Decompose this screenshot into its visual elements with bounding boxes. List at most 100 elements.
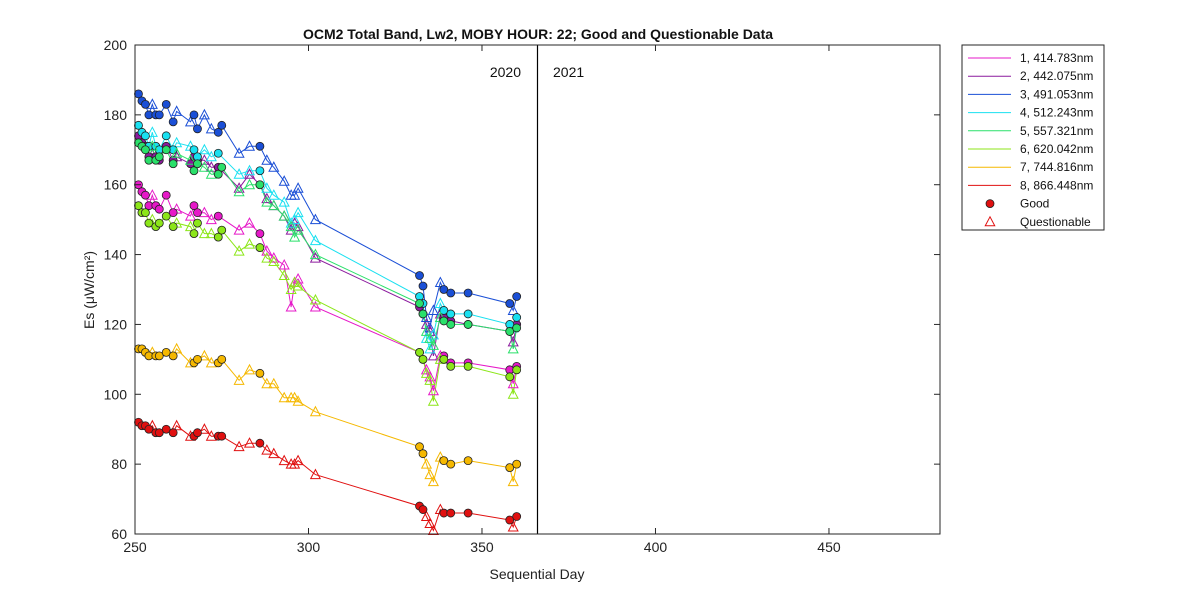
- good-point: [161, 99, 171, 109]
- good-point: [193, 208, 202, 218]
- good-point: [134, 120, 143, 130]
- questionable-point: [233, 245, 245, 256]
- good-point: [154, 428, 164, 438]
- questionable-point: [427, 475, 439, 487]
- good-point: [141, 131, 150, 141]
- questionable-point: [268, 251, 280, 263]
- good-point: [213, 169, 223, 179]
- good-point: [255, 368, 265, 378]
- good-point: [154, 204, 164, 214]
- good-point: [418, 449, 428, 459]
- questionable-point: [289, 189, 301, 200]
- good-point: [161, 347, 171, 357]
- good-point: [463, 288, 473, 298]
- questionable-point: [205, 227, 217, 239]
- questionable-point: [278, 258, 290, 270]
- good-point: [439, 316, 449, 326]
- questionable-point: [507, 475, 519, 487]
- questionable-point: [198, 108, 210, 120]
- good-point: [168, 208, 178, 218]
- legend-label: 1, 414.783nm: [1020, 51, 1093, 65]
- questionable-point: [243, 217, 256, 228]
- good-point: [193, 428, 202, 438]
- questionable-point: [309, 293, 322, 305]
- good-point: [439, 306, 449, 315]
- questionable-point: [171, 147, 183, 158]
- good-point: [255, 229, 265, 239]
- good-point: [217, 431, 227, 441]
- questionable-point: [507, 520, 519, 532]
- good-point: [446, 361, 456, 371]
- questionable-point: [243, 164, 256, 176]
- good-point: [141, 99, 150, 109]
- good-point: [439, 285, 449, 294]
- questionable-point: [292, 279, 304, 291]
- questionable-point: [261, 245, 273, 256]
- x-tick-label: 300: [297, 539, 321, 555]
- questionable-point: [289, 213, 301, 225]
- legend-good-marker: [985, 199, 995, 209]
- questionable-point: [243, 437, 256, 448]
- questionable-point: [309, 405, 322, 417]
- x-axis-label: Sequential Day: [490, 566, 585, 582]
- questionable-point: [268, 199, 280, 211]
- good-point: [189, 110, 199, 120]
- good-point: [255, 438, 265, 448]
- good-point: [154, 152, 164, 162]
- questionable-point: [434, 276, 446, 288]
- questionable-point: [309, 213, 322, 225]
- questionable-point: [233, 182, 245, 193]
- good-point: [161, 424, 171, 434]
- questionable-point: [268, 255, 280, 267]
- good-point: [141, 145, 150, 155]
- y-tick-label: 140: [104, 247, 128, 263]
- good-point: [446, 309, 456, 319]
- questionable-point: [420, 325, 433, 336]
- questionable-point: [268, 377, 280, 389]
- questionable-point: [198, 423, 210, 434]
- good-point: [439, 456, 449, 466]
- good-point: [255, 243, 265, 252]
- good-point: [463, 309, 473, 319]
- good-point: [193, 159, 202, 169]
- questionable-point: [292, 224, 304, 235]
- good-point: [154, 351, 164, 361]
- good-point: [168, 428, 178, 438]
- good-point: [415, 271, 424, 280]
- good-point: [463, 361, 473, 371]
- good-point: [193, 354, 202, 364]
- questionable-point: [261, 182, 273, 193]
- good-point: [141, 208, 150, 218]
- questionable-point: [205, 430, 217, 441]
- chart-title: OCM2 Total Band, Lw2, MOBY HOUR: 22; Goo…: [303, 26, 773, 42]
- questionable-point: [289, 231, 301, 242]
- good-point: [415, 347, 424, 357]
- good-point: [161, 211, 171, 221]
- questionable-point: [261, 377, 273, 389]
- questionable-point: [184, 115, 197, 127]
- legend-label: 4, 512.243nm: [1020, 106, 1093, 120]
- good-point: [418, 309, 428, 319]
- questionable-point: [243, 140, 256, 151]
- questionable-point: [171, 105, 183, 116]
- questionable-point: [278, 175, 290, 186]
- questionable-point: [292, 454, 304, 466]
- questionable-point: [424, 332, 436, 343]
- questionable-point: [292, 206, 304, 218]
- questionable-point: [424, 517, 436, 529]
- questionable-point: [205, 150, 217, 162]
- y-axis-label: Es (μW/cm²): [81, 251, 97, 329]
- plot-frame: [134, 44, 941, 535]
- questionable-point: [278, 391, 290, 403]
- questionable-point: [507, 388, 519, 399]
- questionable-point: [261, 154, 273, 165]
- legend-questionable-label: Questionable: [1020, 215, 1091, 229]
- good-point: [168, 351, 178, 361]
- questionable-point: [184, 220, 197, 232]
- questionable-point: [285, 220, 297, 232]
- y-tick-label: 100: [104, 386, 128, 402]
- questionable-point: [243, 238, 256, 249]
- legend-label: 7, 744.816nm: [1020, 160, 1093, 174]
- questionable-point: [427, 384, 439, 396]
- questionable-point: [420, 458, 433, 469]
